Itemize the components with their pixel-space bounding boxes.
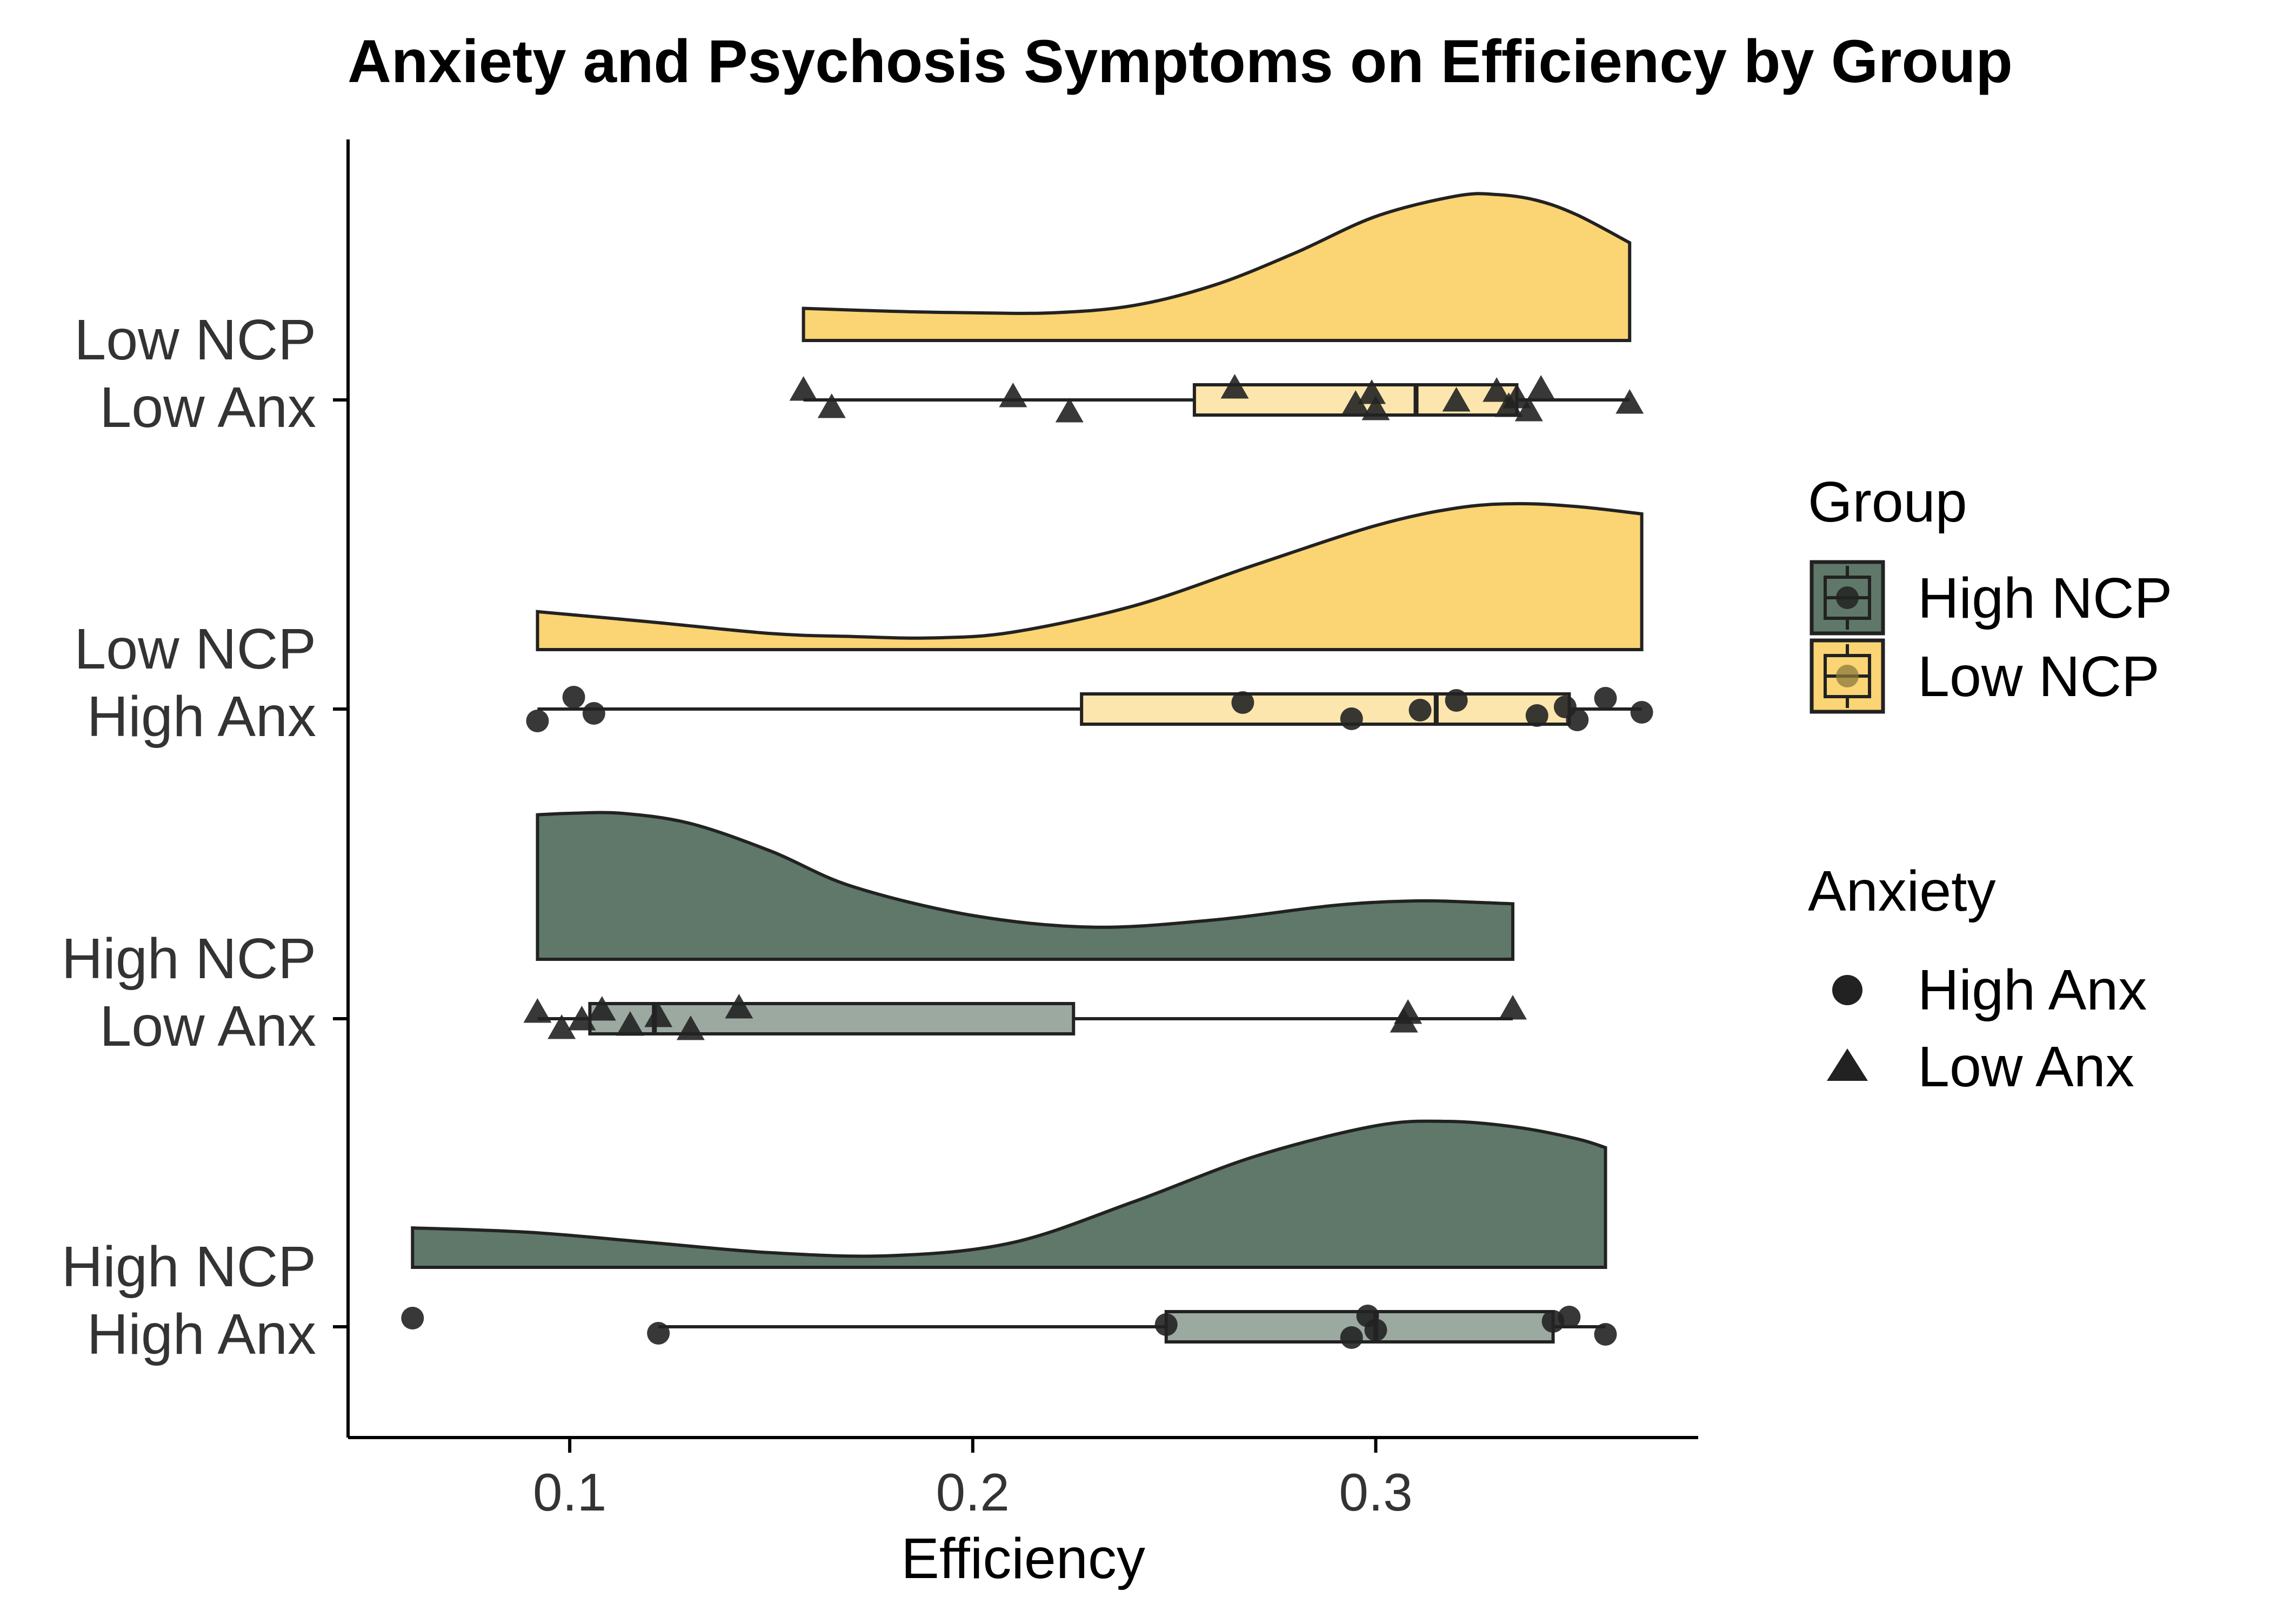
legend-label-low-ncp: Low NCP bbox=[1918, 645, 2160, 709]
data-point-triangle bbox=[725, 994, 753, 1019]
data-point-circle bbox=[1594, 1323, 1617, 1346]
data-point-triangle bbox=[1514, 397, 1543, 422]
data-point-triangle bbox=[1483, 377, 1511, 402]
y-tick-label-line1: High NCP bbox=[62, 1235, 316, 1299]
legend-item-low-ncp: Low NCP bbox=[1810, 638, 2160, 714]
data-point-triangle bbox=[1442, 387, 1471, 412]
density-cloud bbox=[536, 502, 1644, 651]
data-point-triangle bbox=[1527, 375, 1555, 400]
data-point-circle bbox=[582, 702, 605, 725]
data-point-circle bbox=[1231, 691, 1254, 714]
x-tick-label: 0.2 bbox=[936, 1462, 1010, 1522]
data-point-circle bbox=[1630, 701, 1653, 724]
data-point-triangle bbox=[1341, 390, 1370, 415]
data-point-circle bbox=[1558, 1306, 1581, 1328]
boxplot bbox=[658, 1310, 1606, 1344]
chart-title: Anxiety and Psychosis Symptoms on Effici… bbox=[348, 28, 2013, 95]
density-cloud bbox=[802, 192, 1632, 342]
legend-label-low-anx: Low Anx bbox=[1918, 1035, 2134, 1099]
data-point-circle bbox=[526, 710, 549, 732]
boxplot bbox=[537, 1002, 1513, 1035]
legend: Group High NCP bbox=[1808, 470, 2172, 1099]
y-tick-label-line1: High NCP bbox=[62, 927, 316, 991]
density-cloud bbox=[536, 811, 1514, 961]
data-point-circle bbox=[1566, 709, 1589, 731]
y-tick-label-line2: Low Anx bbox=[99, 376, 316, 439]
data-point-triangle bbox=[789, 376, 818, 401]
data-point-triangle bbox=[676, 1015, 705, 1040]
legend-title-anxiety: Anxiety bbox=[1808, 859, 1996, 923]
triangle-marker-icon bbox=[1827, 1048, 1868, 1081]
y-tick-label-line2: High Anx bbox=[87, 1302, 316, 1366]
y-tick-label-line2: High Anx bbox=[87, 685, 316, 748]
y-tick-label-line2: Low Anx bbox=[99, 994, 316, 1058]
circle-marker-icon bbox=[1832, 975, 1862, 1005]
data-point-circle bbox=[1445, 689, 1468, 712]
y-tick-label-line1: Low NCP bbox=[74, 617, 316, 681]
data-point-triangle bbox=[548, 1014, 576, 1039]
legend-label-high-ncp: High NCP bbox=[1918, 566, 2172, 630]
data-point-circle bbox=[401, 1307, 424, 1329]
data-point-triangle bbox=[1055, 398, 1084, 423]
data-point-triangle bbox=[616, 1011, 644, 1036]
data-point-triangle bbox=[1503, 384, 1531, 409]
data-point-circle bbox=[1525, 704, 1548, 727]
data-point-triangle bbox=[999, 383, 1027, 407]
legend-item-low-anx: Low Anx bbox=[1827, 1035, 2134, 1099]
data-point-circle bbox=[1340, 707, 1363, 730]
x-tick-label: 0.3 bbox=[1339, 1462, 1412, 1522]
points-layer bbox=[401, 374, 1653, 1349]
data-point-circle bbox=[1594, 687, 1617, 710]
data-point-circle bbox=[647, 1322, 670, 1345]
data-point-triangle bbox=[1394, 999, 1423, 1024]
data-point-triangle bbox=[587, 996, 616, 1021]
box-iqr bbox=[588, 1002, 1076, 1035]
data-point-triangle bbox=[568, 1006, 596, 1031]
legend-title-group: Group bbox=[1808, 470, 1967, 534]
box-with-circle-icon bbox=[1810, 560, 1885, 636]
y-tick-label-line1: Low NCP bbox=[74, 308, 316, 372]
data-point-circle bbox=[562, 686, 585, 709]
data-point-triangle bbox=[1220, 374, 1249, 399]
x-axis-ticks: 0.1 0.2 0.3 bbox=[533, 1438, 1413, 1522]
x-tick-label: 0.1 bbox=[533, 1462, 606, 1522]
data-point-triangle bbox=[817, 393, 846, 418]
data-point-triangle bbox=[644, 1003, 673, 1027]
data-point-triangle bbox=[523, 998, 552, 1023]
boxplot-layer bbox=[537, 383, 1642, 1344]
legend-label-high-anx: High Anx bbox=[1918, 958, 2147, 1022]
data-point-triangle bbox=[1358, 379, 1386, 404]
box-with-circle-icon bbox=[1810, 638, 1885, 714]
data-point-triangle bbox=[1498, 995, 1527, 1020]
data-point-triangle bbox=[1361, 396, 1390, 420]
x-axis-title: Efficiency bbox=[901, 1527, 1145, 1590]
density-layer bbox=[411, 192, 1644, 1269]
data-point-circle bbox=[1154, 1313, 1178, 1336]
data-point-triangle bbox=[1615, 389, 1644, 414]
density-cloud bbox=[411, 1119, 1607, 1269]
legend-item-high-ncp: High NCP bbox=[1810, 560, 2172, 636]
data-point-circle bbox=[1340, 1326, 1363, 1349]
legend-item-high-anx: High Anx bbox=[1832, 958, 2147, 1022]
boxplot bbox=[537, 692, 1642, 726]
data-point-circle bbox=[1408, 699, 1432, 721]
box-iqr bbox=[1080, 692, 1571, 726]
data-point-circle bbox=[1364, 1319, 1387, 1341]
